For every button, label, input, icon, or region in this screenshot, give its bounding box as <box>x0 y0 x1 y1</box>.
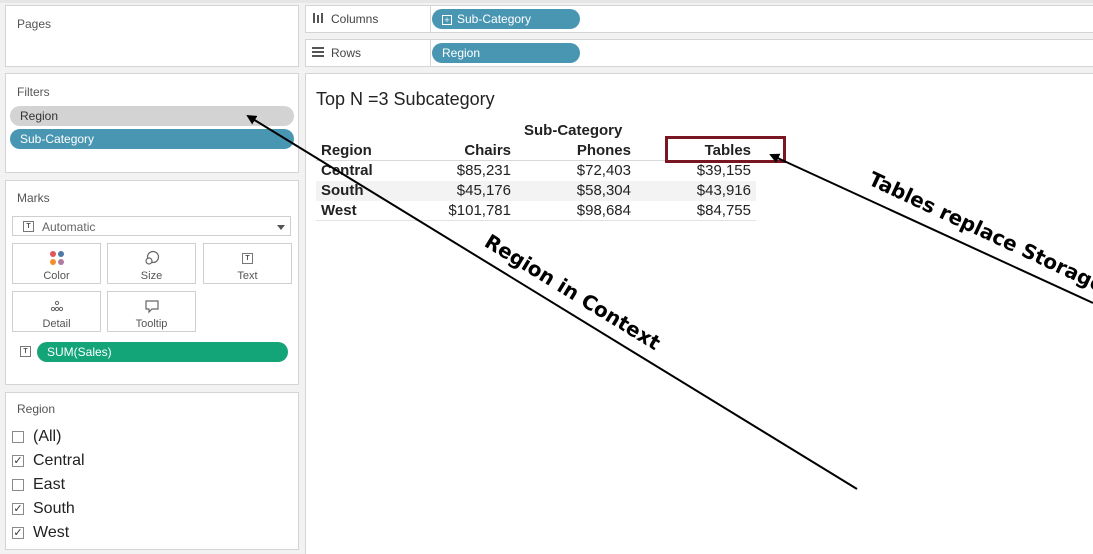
table-cell: $85,231 <box>456 162 511 179</box>
rows-icon <box>312 47 324 57</box>
mark-type-value: Automatic <box>42 220 96 234</box>
table-cell: $84,755 <box>696 202 751 219</box>
size-icon <box>108 250 195 266</box>
region-context-arrow <box>246 114 858 490</box>
shelf-divider <box>430 39 431 67</box>
marks-title: Marks <box>17 191 50 205</box>
text-box-icon: T <box>204 250 291 266</box>
text-encoding-icon: T <box>20 346 31 357</box>
filters-title: Filters <box>17 85 50 99</box>
row-label-central: Central <box>321 162 373 179</box>
region-filter-item-central[interactable]: ✓ Central <box>12 451 85 471</box>
mark-type-dropdown[interactable]: T Automatic <box>12 216 291 236</box>
filter-pill-region[interactable]: Region <box>10 106 294 126</box>
column-header-tables: Tables <box>704 142 751 159</box>
table-cell: $58,304 <box>576 182 631 199</box>
checkbox-all[interactable] <box>12 431 24 443</box>
color-mark-button[interactable]: Color <box>12 243 101 284</box>
column-header-chairs: Chairs <box>464 142 511 159</box>
chevron-down-icon <box>277 225 285 230</box>
text-icon-glyph: T <box>242 252 253 264</box>
filter-pill-sub-category[interactable]: Sub-Category <box>10 129 294 149</box>
header-divider <box>316 160 756 161</box>
region-filter-title: Region <box>17 402 56 416</box>
text-mark-icon: T <box>23 221 34 232</box>
color-label: Color <box>43 270 70 282</box>
row-header-region: Region <box>321 142 372 159</box>
region-filter-item-label: (All) <box>33 428 62 445</box>
table-bottom-divider <box>316 220 756 221</box>
shelf-divider <box>430 5 431 33</box>
table-cell: $72,403 <box>576 162 631 179</box>
tables-highlight-box <box>665 136 786 163</box>
pages-title: Pages <box>17 17 52 31</box>
columns-icon <box>313 13 323 23</box>
table-cell: $101,781 <box>448 202 511 219</box>
measure-pill-sum-sales[interactable]: SUM(Sales) <box>37 342 288 362</box>
checkbox-central[interactable]: ✓ <box>12 455 24 467</box>
pages-panel: Pages <box>5 5 299 67</box>
region-filter-item-all[interactable]: (All) <box>12 427 61 447</box>
region-filter-item-east[interactable]: East <box>12 475 65 495</box>
region-filter-card: Region <box>5 392 299 550</box>
top-toolbar-strip <box>0 0 1093 3</box>
row-label-west: West <box>321 202 357 219</box>
detail-label: Detail <box>42 318 71 330</box>
view-canvas <box>305 73 1093 554</box>
column-group-header: Sub-Category <box>524 122 623 139</box>
checkbox-east[interactable] <box>12 479 24 491</box>
region-filter-item-label: South <box>33 500 75 517</box>
region-filter-item-label: East <box>33 476 66 493</box>
region-filter-item-south[interactable]: ✓ South <box>12 499 75 519</box>
columns-pill-label: Sub-Category <box>457 12 532 26</box>
table-cell: $43,916 <box>696 182 751 199</box>
checkbox-south[interactable]: ✓ <box>12 503 24 515</box>
color-dots-icon <box>13 250 100 266</box>
tooltip-mark-button[interactable]: Tooltip <box>107 291 196 332</box>
columns-label: Columns <box>331 12 379 26</box>
row-label-south: South <box>321 182 364 199</box>
text-mark-button[interactable]: T Text <box>203 243 292 284</box>
checkbox-west[interactable]: ✓ <box>12 527 24 539</box>
rows-label: Rows <box>331 46 362 60</box>
tooltip-label: Tooltip <box>135 318 168 330</box>
region-filter-item-label: West <box>33 524 70 541</box>
size-mark-button[interactable]: Size <box>107 243 196 284</box>
tables-replace-arrow <box>769 153 1093 304</box>
detail-mark-button[interactable]: Detail <box>12 291 101 332</box>
region-filter-item-label: Central <box>33 452 85 469</box>
size-label: Size <box>140 270 163 282</box>
columns-pill-sub-category[interactable]: + Sub-Category <box>432 9 580 29</box>
view-title: Top N =3 Subcategory <box>316 89 495 109</box>
region-filter-item-west[interactable]: ✓ West <box>12 523 69 543</box>
column-header-phones: Phones <box>576 142 631 159</box>
detail-dots-icon <box>13 298 100 314</box>
expand-plus-icon[interactable]: + <box>442 15 452 25</box>
rows-pill-region[interactable]: Region <box>432 43 580 63</box>
table-cell: $98,684 <box>576 202 631 219</box>
text-label: Text <box>237 270 258 282</box>
tooltip-bubble-icon <box>108 298 195 314</box>
table-cell: $39,155 <box>696 162 751 179</box>
table-cell: $45,176 <box>456 182 511 199</box>
row-stripe <box>316 181 756 201</box>
